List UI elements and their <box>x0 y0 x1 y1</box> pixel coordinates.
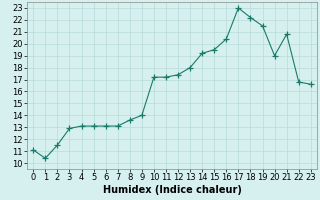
X-axis label: Humidex (Indice chaleur): Humidex (Indice chaleur) <box>103 185 241 195</box>
